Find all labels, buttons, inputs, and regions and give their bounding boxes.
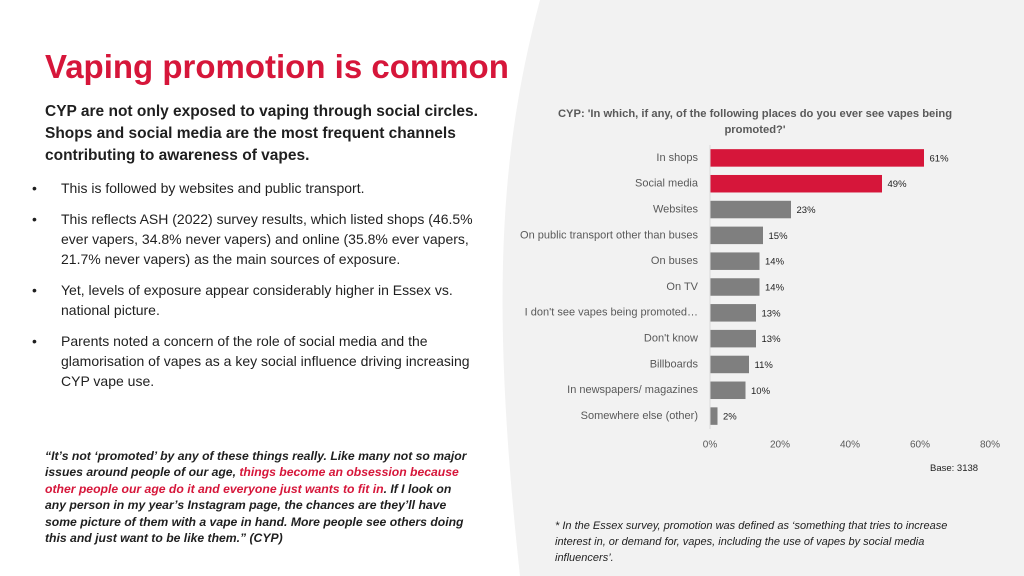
category-label: Social media bbox=[635, 178, 699, 190]
base-note: Base: 3138 bbox=[930, 463, 979, 474]
category-label: Websites bbox=[653, 203, 699, 215]
category-label: Billboards bbox=[650, 358, 699, 370]
bar bbox=[710, 381, 746, 400]
bar bbox=[710, 329, 756, 348]
slide-subtitle: CYP are not only exposed to vaping throu… bbox=[45, 103, 478, 164]
category-label: Somewhere else (other) bbox=[581, 410, 698, 422]
x-tick-label: 20% bbox=[770, 440, 790, 451]
data-label: 14% bbox=[765, 257, 785, 268]
bar bbox=[710, 252, 760, 270]
quote-text-start: “It’s not ‘promoted’ by any of these thi… bbox=[45, 449, 467, 480]
category-label: Don't know bbox=[644, 333, 698, 345]
data-label: 13% bbox=[762, 308, 782, 319]
quote-highlight: things become an obsession because other… bbox=[45, 465, 459, 496]
bullet-item: • Parents noted a concern of the role of … bbox=[30, 331, 475, 391]
category-label: On buses bbox=[651, 255, 699, 267]
bullet-icon: • bbox=[32, 282, 37, 298]
bar bbox=[710, 355, 749, 374]
data-label: 14% bbox=[765, 283, 785, 294]
category-label: On TV bbox=[666, 281, 698, 293]
bullet-icon: • bbox=[32, 333, 37, 349]
bar bbox=[710, 278, 760, 296]
category-label: I don't see vapes being promoted… bbox=[525, 307, 698, 319]
footnote: * In the Essex survey, promotion was def… bbox=[555, 520, 948, 564]
bar bbox=[710, 174, 882, 193]
bullet-text: This is followed by websites and public … bbox=[61, 180, 365, 196]
data-label: 2% bbox=[723, 412, 737, 423]
x-tick-label: 0% bbox=[703, 440, 718, 451]
category-label: In shops bbox=[656, 152, 698, 164]
page-title: Vaping promotion is common bbox=[45, 48, 509, 85]
data-label: 49% bbox=[888, 179, 908, 190]
bullet-text: This reflects ASH (2022) survey results,… bbox=[61, 211, 473, 267]
x-tick-label: 80% bbox=[980, 440, 1000, 451]
bullet-item: • This reflects ASH (2022) survey results… bbox=[30, 209, 475, 269]
bullet-text: Yet, levels of exposure appear considera… bbox=[61, 282, 453, 318]
bar bbox=[710, 200, 791, 219]
category-label: On public transport other than buses bbox=[520, 229, 698, 241]
chart-title: CYP: 'In which, if any, of the following… bbox=[557, 108, 953, 136]
bar bbox=[710, 304, 756, 322]
data-label: 13% bbox=[762, 334, 782, 345]
data-label: 11% bbox=[755, 360, 774, 371]
x-tick-label: 60% bbox=[910, 440, 930, 451]
data-label: 61% bbox=[930, 153, 950, 164]
bullet-item: • Yet, levels of exposure appear consider… bbox=[30, 280, 475, 320]
category-label: In newspapers/ magazines bbox=[567, 384, 698, 396]
data-label: 23% bbox=[797, 205, 817, 216]
x-tick-label: 40% bbox=[840, 440, 860, 451]
bar bbox=[710, 407, 718, 425]
bar bbox=[710, 226, 763, 245]
quote-text-end: . If I look on any person in my year’s I… bbox=[45, 481, 464, 546]
bullet-item: • This is followed by websites and public… bbox=[30, 178, 475, 198]
bar bbox=[710, 149, 924, 167]
data-label: 10% bbox=[751, 386, 771, 397]
bullet-icon: • bbox=[32, 211, 37, 227]
cyp-quote: “It’s not ‘promoted’ by any of these thi… bbox=[45, 448, 470, 546]
bullet-icon: • bbox=[32, 180, 37, 196]
bullet-text: Parents noted a concern of the role of s… bbox=[61, 333, 470, 389]
bullet-list: • This is followed by websites and public… bbox=[30, 178, 475, 402]
data-label: 15% bbox=[769, 231, 789, 242]
